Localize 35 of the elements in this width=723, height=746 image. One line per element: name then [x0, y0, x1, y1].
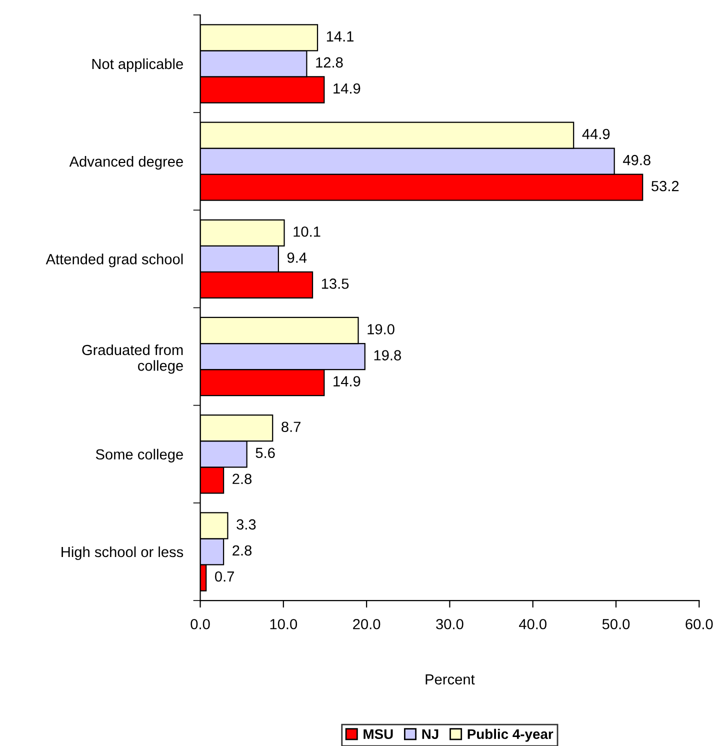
y-tick-label: Some college — [96, 448, 183, 462]
x-tick-label: 20.0 — [353, 618, 380, 630]
x-tick-label: 50.0 — [602, 618, 630, 630]
data-label: 53.2 — [652, 180, 679, 192]
data-label: 0.7 — [214, 571, 234, 582]
x-tick-label: 30.0 — [436, 618, 464, 630]
data-label: 5.6 — [256, 448, 275, 458]
x-tick-label: 10.0 — [270, 618, 298, 630]
data-label: 8.7 — [282, 422, 300, 432]
y-tick-label: Not applicable — [92, 58, 183, 72]
legend-label: Public 4-year — [468, 728, 554, 742]
data-label: 2.8 — [232, 474, 252, 484]
data-label: 14.1 — [326, 31, 354, 42]
data-label: 19.0 — [368, 324, 394, 334]
data-label: 14.9 — [334, 83, 360, 94]
data-label: 44.9 — [582, 128, 610, 140]
data-label: 13.5 — [322, 278, 349, 289]
x-tick-label: 40.0 — [518, 618, 546, 630]
data-label: 14.9 — [334, 376, 360, 386]
y-tick-label: Advanced degree — [69, 156, 183, 170]
data-label: 2.8 — [232, 545, 252, 556]
y-tick-label: Graduated from college — [82, 344, 183, 374]
data-label: 49.8 — [623, 154, 650, 166]
x-tick-label: 60.0 — [686, 618, 713, 630]
data-label: 3.3 — [236, 519, 256, 530]
data-label: 12.8 — [316, 57, 343, 68]
data-label: 9.4 — [287, 252, 307, 263]
x-tick-label: 0.0 — [190, 618, 210, 630]
y-tick-label: Attended grad school — [46, 254, 183, 268]
y-tick-label: High school or less — [62, 546, 184, 560]
legend-label: MSU — [364, 729, 393, 740]
legend-label: NJ — [422, 729, 438, 740]
data-label: 19.8 — [374, 350, 401, 360]
data-label: 10.1 — [294, 226, 320, 237]
x-axis-title: Percent — [426, 674, 475, 685]
